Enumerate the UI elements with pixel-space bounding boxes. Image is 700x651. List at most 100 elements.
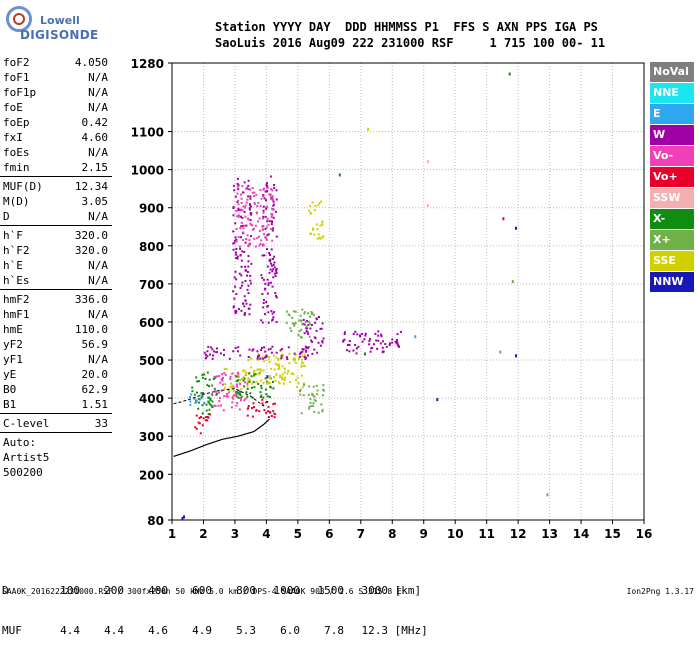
echo-point [269,260,271,263]
echo-point [273,255,276,258]
echo-point [251,187,254,189]
echo-point [275,356,278,359]
echo-point [250,282,252,285]
parameter-row-foes: foEs N/A [0,145,112,160]
echo-point [245,391,248,394]
echo-point [258,229,261,232]
echo-point [243,312,246,315]
echo-point [257,353,260,356]
echo-point [267,321,270,324]
echo-point [267,358,270,361]
echo-point [346,349,348,352]
echo-point [234,310,237,312]
echo-point [293,324,296,327]
echo-point [268,396,271,398]
parameter-value: 56.9 [81,338,109,351]
muf-label: MUF [2,624,22,637]
echo-point [290,329,293,332]
echo-point [247,378,250,381]
echo-point [267,382,269,385]
echo-point [287,369,290,372]
echo-point [310,324,313,326]
echo-point [235,390,238,393]
echo-point [264,282,267,285]
echo-point [300,412,303,415]
echo-point [240,197,243,200]
echo-point [219,352,222,355]
echo-point [273,184,276,186]
echo-point [244,215,247,218]
echo-point [242,379,245,382]
echo-point [310,405,313,408]
echo-point [267,233,270,236]
echo-point [266,182,268,185]
echo-point [240,309,243,312]
echo-point [260,379,263,382]
echo-point [249,205,252,208]
echo-point [235,248,238,250]
echo-point [355,347,358,350]
echo-point [395,340,398,343]
parameter-value: N/A [88,146,108,159]
echo-point [266,305,269,307]
echo-point [272,204,275,207]
echo-point [272,268,275,271]
echo-point [248,218,251,221]
echo-region-13 [260,175,278,324]
echo-point [321,322,324,325]
echo-point [312,385,315,388]
echo-region-1 [194,413,211,435]
echo-point [271,195,274,198]
echo-point [303,355,306,358]
distance-muf-table: D 100 200 400 600 800 1000 1500 3000 [km] MUF 4.4… [2,558,428,651]
echo-point [266,185,268,188]
echo-point [301,348,304,351]
echo-point [249,188,252,191]
echo-point [313,395,316,398]
echo-point [197,407,200,410]
echo-point [232,184,235,187]
echo-point [244,269,247,272]
echo-point [303,364,306,367]
echo-point [377,339,380,342]
parameter-name: MUF(D) [3,180,43,193]
echo-point [322,388,325,391]
echo-point [286,358,289,361]
x-tick-label: 9 [420,527,428,541]
echo-point [369,350,372,353]
parameter-value: 0.42 [81,116,109,129]
echo-point [316,351,319,354]
echo-point [307,346,310,349]
echo-point [268,377,271,380]
echo-point [274,379,277,382]
echo-point [311,352,314,355]
echo-point [236,182,239,185]
echo-point [209,413,211,416]
distance-value: 1000 [273,584,301,597]
echo-point [236,257,239,260]
parameter-row-foe: foE N/A [0,100,112,115]
parameter-row-fof1p: foF1p N/A [0,85,112,100]
echo-point [240,215,242,218]
echo-point [265,183,268,186]
parameter-value: N/A [88,308,108,321]
echo-point [299,388,302,391]
echo-point [237,346,240,349]
echo-point [242,369,244,372]
echo-point [307,312,310,315]
echo-point [232,214,235,217]
distance-value: 400 [148,584,168,597]
parameter-name: hmF1 [3,308,30,321]
echo-point [246,382,249,385]
echo-point [262,306,265,309]
echo-point [265,301,268,303]
isolated-echo-point [514,226,517,230]
echo-region-16 [285,308,315,339]
echo-point [243,210,246,213]
echo-point [245,188,248,191]
echo-point [250,262,253,265]
echo-point [232,206,235,209]
echo-point [267,282,270,285]
echo-point [239,391,242,394]
x-tick-label: 15 [604,527,621,541]
